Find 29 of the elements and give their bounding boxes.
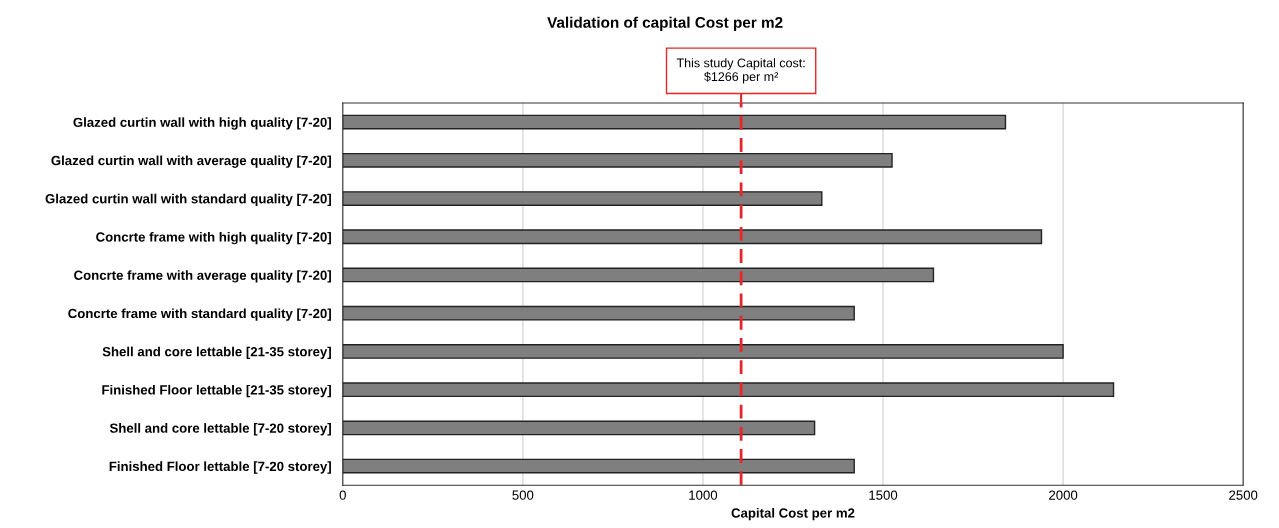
bar: [342, 229, 1043, 245]
bar: [342, 191, 823, 206]
x-tick-label: 0: [339, 490, 346, 500]
bar: [342, 420, 816, 436]
x-tick-label: 1500: [869, 490, 898, 500]
y-tick-label: Glazed curtin wall with average quality [7-20]: [51, 155, 331, 168]
bar: [342, 152, 893, 168]
x-tick-label: 2500: [1229, 490, 1258, 500]
y-tick-label: Shell and core lettable [21-35 storey]: [102, 346, 331, 359]
bar: [342, 382, 1115, 398]
bar: [342, 267, 935, 283]
x-tick-label: 2000: [1049, 490, 1078, 500]
y-tick-label: Finished Floor lettable [7-20 storey]: [109, 461, 331, 474]
y-tick-label: Finished Floor lettable [21-35 storey]: [102, 384, 331, 398]
y-tick-label: Concrte frame with high quality [7-20]: [96, 231, 331, 245]
x-axis-title: Capital Cost per m2: [731, 507, 855, 521]
y-tick-label: Glazed curtin wall with standard quality [7-20]: [45, 193, 331, 207]
y-tick-label: Shell and core lettable [7-20 storey]: [109, 423, 331, 436]
y-tick-label: Concrte frame with standard quality [7-20]: [68, 308, 331, 321]
chart-title: Validation of capital Cost per m2: [547, 16, 783, 31]
bar: [342, 305, 855, 321]
bar: [342, 344, 1064, 359]
bar: [342, 458, 855, 474]
x-tick-label: 500: [512, 490, 534, 500]
y-tick-label: Glazed curtin wall with high quality [7-20]: [73, 117, 331, 130]
text: This study Capital cost: $1266 per m²: [676, 58, 805, 84]
x-tick-label: 1000: [689, 490, 718, 500]
bar: [342, 114, 1007, 130]
y-tick-label: Concrte frame with average quality [7-20]: [74, 270, 331, 283]
